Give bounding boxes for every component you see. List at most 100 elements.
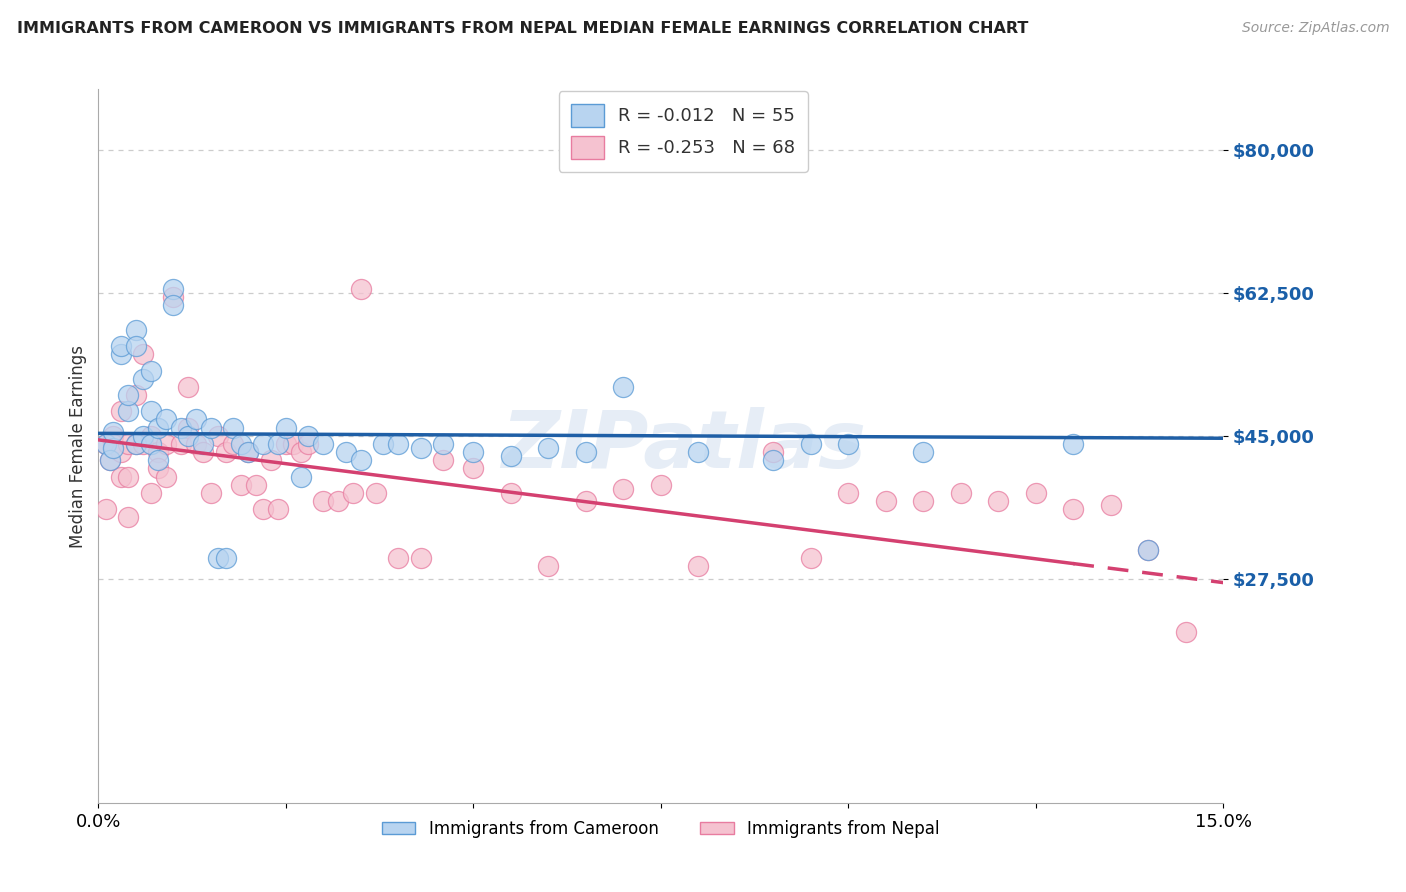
Point: [800, 437, 823, 451]
Point: [463, 445, 485, 459]
Point: [612, 482, 634, 496]
Point: [155, 437, 177, 451]
Point: [177, 380, 200, 394]
Point: [184, 412, 207, 426]
Point: [117, 437, 139, 451]
Point: [117, 510, 139, 524]
Point: [207, 551, 229, 566]
Point: [110, 404, 132, 418]
Point: [125, 437, 148, 451]
Point: [238, 445, 260, 459]
Point: [148, 453, 170, 467]
Point: [229, 437, 252, 451]
Point: [537, 441, 560, 455]
Point: [200, 420, 222, 434]
Point: [949, 486, 972, 500]
Point: [537, 559, 560, 574]
Point: [1062, 502, 1084, 516]
Point: [117, 388, 139, 402]
Point: [350, 282, 373, 296]
Point: [132, 429, 155, 443]
Text: ZIPatlas: ZIPatlas: [501, 407, 866, 485]
Point: [125, 437, 148, 451]
Point: [274, 420, 297, 434]
Point: [103, 429, 125, 443]
Point: [229, 477, 252, 491]
Point: [387, 437, 409, 451]
Point: [409, 551, 432, 566]
Point: [148, 461, 170, 475]
Point: [987, 494, 1010, 508]
Point: [117, 404, 139, 418]
Point: [762, 445, 785, 459]
Point: [373, 437, 395, 451]
Point: [110, 445, 132, 459]
Point: [207, 429, 229, 443]
Point: [177, 420, 200, 434]
Point: [650, 477, 672, 491]
Point: [335, 445, 357, 459]
Point: [103, 425, 125, 439]
Point: [215, 445, 238, 459]
Point: [800, 551, 823, 566]
Point: [1099, 498, 1122, 512]
Point: [463, 461, 485, 475]
Point: [312, 494, 335, 508]
Point: [260, 453, 283, 467]
Point: [912, 445, 935, 459]
Text: Source: ZipAtlas.com: Source: ZipAtlas.com: [1241, 21, 1389, 36]
Point: [200, 486, 222, 500]
Point: [575, 494, 598, 508]
Point: [94, 437, 117, 451]
Point: [155, 469, 177, 483]
Point: [762, 453, 785, 467]
Point: [409, 441, 432, 455]
Point: [125, 388, 148, 402]
Point: [110, 347, 132, 361]
Point: [98, 453, 121, 467]
Point: [162, 290, 184, 304]
Point: [94, 437, 117, 451]
Point: [328, 494, 350, 508]
Point: [132, 437, 155, 451]
Point: [98, 453, 121, 467]
Point: [297, 437, 319, 451]
Point: [1062, 437, 1084, 451]
Point: [875, 494, 897, 508]
Point: [612, 380, 634, 394]
Point: [387, 551, 409, 566]
Point: [215, 551, 238, 566]
Point: [499, 449, 522, 463]
Point: [290, 445, 312, 459]
Point: [290, 469, 312, 483]
Point: [222, 420, 245, 434]
Point: [274, 437, 297, 451]
Point: [837, 486, 859, 500]
Point: [432, 437, 454, 451]
Point: [432, 453, 454, 467]
Point: [267, 437, 290, 451]
Point: [364, 486, 387, 500]
Point: [222, 437, 245, 451]
Point: [238, 445, 260, 459]
Point: [688, 559, 710, 574]
Point: [350, 453, 373, 467]
Point: [132, 372, 155, 386]
Point: [177, 429, 200, 443]
Point: [125, 323, 148, 337]
Point: [1025, 486, 1047, 500]
Point: [103, 437, 125, 451]
Point: [148, 445, 170, 459]
Point: [94, 502, 117, 516]
Point: [245, 477, 267, 491]
Point: [252, 437, 274, 451]
Point: [170, 420, 193, 434]
Point: [170, 437, 193, 451]
Legend: Immigrants from Cameroon, Immigrants from Nepal: Immigrants from Cameroon, Immigrants fro…: [375, 814, 946, 845]
Point: [184, 437, 207, 451]
Point: [193, 445, 215, 459]
Point: [125, 339, 148, 353]
Point: [162, 282, 184, 296]
Point: [252, 502, 274, 516]
Point: [103, 441, 125, 455]
